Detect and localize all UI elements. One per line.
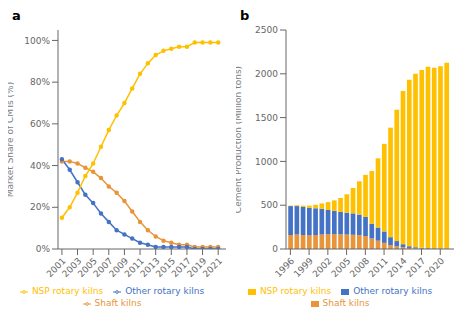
svg-text:1000: 1000	[255, 157, 278, 167]
svg-text:0: 0	[272, 244, 278, 254]
html-text:a: a	[12, 8, 21, 23]
svg-text:2019: 2019	[185, 255, 209, 280]
svg-text:2009: 2009	[107, 255, 131, 280]
svg-text:2000: 2000	[255, 69, 278, 79]
svg-text:1500: 1500	[255, 113, 278, 123]
svg-text:1996: 1996	[273, 256, 296, 279]
svg-text:2005: 2005	[329, 256, 352, 279]
svg-text:2002: 2002	[311, 256, 334, 279]
svg-text:2008: 2008	[348, 256, 371, 279]
svg-text:2003: 2003	[60, 255, 84, 280]
svg-text:100%: 100%	[24, 36, 50, 46]
svg-text:Cement Production (Million ton: Cement Production (Million tons)	[236, 66, 243, 213]
svg-text:2017: 2017	[169, 255, 193, 280]
html-text:Shaft kilns: Shaft kilns	[322, 298, 370, 308]
html-text:NSP rotary kilns: NSP rotary kilns	[259, 286, 332, 296]
svg-text:1999: 1999	[292, 256, 315, 279]
svg-text:2005: 2005	[75, 255, 100, 280]
svg-text:60%: 60%	[30, 119, 50, 129]
svg-text:2020: 2020	[423, 256, 446, 279]
svg-text:2013: 2013	[138, 255, 162, 280]
html-text:NSP rotary kilns: NSP rotary kilns	[31, 286, 104, 296]
svg-text:20%: 20%	[30, 202, 50, 212]
html-text:b: b	[240, 8, 250, 23]
svg-text:Market Share of CMTs (%): Market Share of CMTs (%)	[8, 82, 15, 197]
svg-text:2014: 2014	[385, 256, 408, 279]
svg-text:0%: 0%	[36, 244, 51, 254]
svg-text:2021: 2021	[201, 256, 224, 279]
svg-text:2500: 2500	[255, 25, 278, 35]
svg-text:2007: 2007	[91, 255, 115, 280]
svg-text:80%: 80%	[30, 77, 50, 87]
svg-text:2015: 2015	[154, 255, 178, 280]
svg-text:2017: 2017	[404, 256, 427, 279]
html-text:Shaft kilns: Shaft kilns	[94, 298, 142, 308]
svg-text:2001: 2001	[44, 255, 68, 280]
svg-text:2011: 2011	[367, 256, 390, 279]
svg-text:500: 500	[261, 200, 278, 210]
svg-text:40%: 40%	[30, 161, 50, 171]
svg-text:2011: 2011	[122, 255, 146, 280]
html-text:Other rotary kilns: Other rotary kilns	[353, 286, 433, 296]
html-text:Other rotary kilns: Other rotary kilns	[125, 286, 205, 296]
